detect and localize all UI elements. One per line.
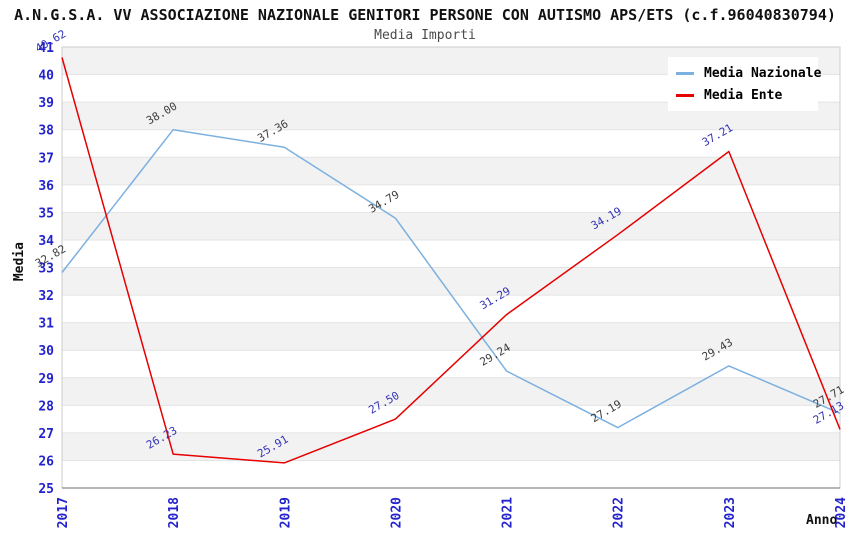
x-tick-label: 2021: [501, 497, 516, 528]
y-tick-label: 28: [38, 399, 54, 414]
legend-label: Media Nazionale: [704, 66, 822, 81]
grid-band: [62, 267, 840, 296]
y-tick-label: 41: [38, 41, 54, 56]
y-tick-label: 37: [38, 151, 54, 166]
x-axis-title: Anno: [806, 513, 838, 528]
x-tick-label: 2020: [389, 497, 404, 528]
y-tick-label: 31: [38, 317, 54, 332]
series-line-media-ente: [61, 57, 841, 464]
x-tick-label: 2023: [723, 497, 738, 528]
grid-band: [62, 212, 840, 240]
chart-title: A.N.G.S.A. VV ASSOCIAZIONE NAZIONALE GEN…: [14, 6, 836, 24]
x-tick-label: 2024: [834, 497, 849, 528]
x-tick-label: 2022: [612, 497, 627, 528]
chart-subtitle: Media Importi: [374, 28, 476, 43]
y-tick-label: 27: [38, 427, 54, 442]
series-line-media-nazionale: [61, 128, 841, 429]
y-tick-label: 33: [38, 262, 54, 277]
grid-band: [62, 432, 840, 461]
y-tick-label: 32: [38, 289, 54, 304]
x-tick-label: 2018: [167, 497, 182, 528]
y-tick-label: 29: [38, 372, 54, 387]
y-tick-label: 38: [38, 124, 54, 139]
legend-item-media-ente[interactable]: Media Ente: [676, 88, 808, 103]
legend-line-swatch-blue: [676, 72, 694, 75]
y-tick-label: 39: [38, 96, 54, 111]
legend-item-media-nazionale[interactable]: Media Nazionale: [676, 66, 821, 81]
y-tick-label: 26: [38, 454, 54, 469]
legend-label: Media Ente: [704, 88, 783, 103]
x-tick-label: 2019: [278, 497, 293, 528]
y-axis-title: Media: [12, 242, 27, 282]
y-tick-label: 40: [38, 69, 54, 84]
y-tick-label: 36: [38, 179, 54, 194]
y-tick-label: 34: [38, 234, 54, 249]
legend: Media Nazionale Media Ente: [668, 57, 821, 111]
grid-band: [62, 377, 840, 406]
legend-line-swatch-red: [676, 94, 694, 97]
y-tick-label: 35: [38, 206, 54, 221]
x-tick-label: 2017: [56, 497, 71, 528]
y-tick-label: 25: [38, 482, 54, 497]
grid-band: [62, 322, 840, 351]
grid-band: [62, 157, 840, 185]
y-tick-label: 30: [38, 344, 54, 359]
